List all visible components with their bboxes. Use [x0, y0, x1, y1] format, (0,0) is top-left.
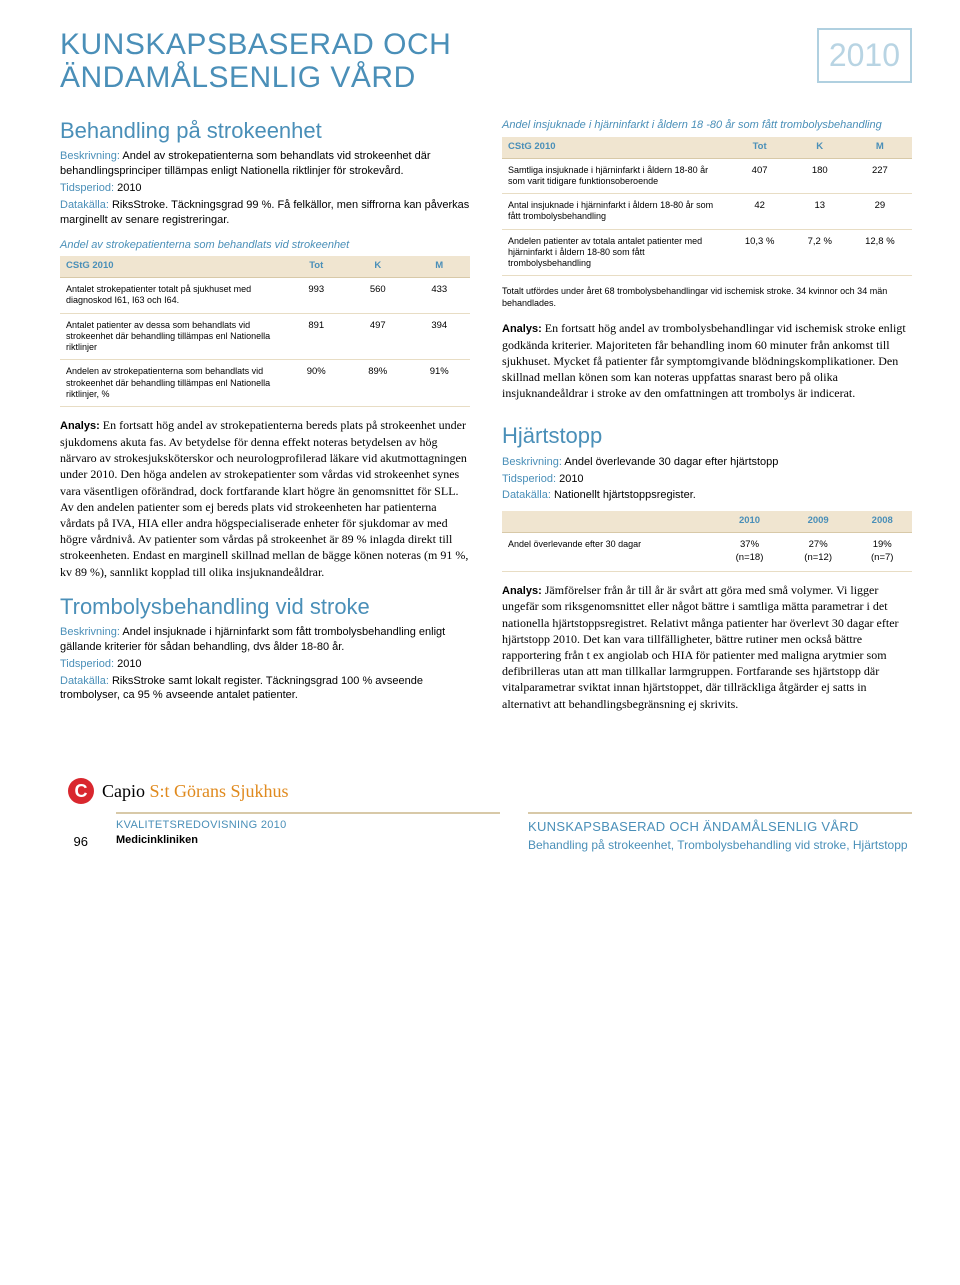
source-hjartstopp: Datakälla: Nationellt hjärtstoppsregiste…: [502, 488, 912, 503]
period-trombolys: Tidsperiod: 2010: [60, 657, 470, 672]
table-row: Andelen av strokepatienterna som behandl…: [60, 360, 470, 407]
table-row: Antal insjuknade i hjärninfarkt i åldern…: [502, 194, 912, 230]
table-row: Samtliga insjuknade i hjärninfarkt i åld…: [502, 158, 912, 194]
year-badge: 2010: [817, 28, 912, 83]
footer-chapter: KUNSKAPSBASERAD OCH ÄNDAMÅLSENLIG VÅRD: [528, 819, 859, 834]
section-heading-trombolys: Trombolysbehandling vid stroke: [60, 594, 470, 619]
hospital-logo: C Capio S:t Görans Sjukhus: [68, 778, 912, 804]
page-title: KUNSKAPSBASERAD OCH ÄNDAMÅLSENLIG VÅRD: [60, 28, 451, 94]
analysis-stroke-unit: Analys: En fortsatt hög andel av strokep…: [60, 417, 470, 580]
footer-topics: Behandling på strokeenhet, Trombolysbeha…: [528, 837, 912, 853]
section-heading-stroke-unit: Behandling på strokeenhet: [60, 118, 470, 143]
table-row: Andelen patienter av totala antalet pati…: [502, 229, 912, 276]
capio-logo-icon: C: [68, 778, 94, 804]
trombolys-note: Totalt utfördes under året 68 trombolysb…: [502, 286, 912, 309]
section-heading-hjartstopp: Hjärtstopp: [502, 423, 912, 448]
hjartstopp-table: 2010 2009 2008 Andel överlevande efter 3…: [502, 511, 912, 571]
trombolys-table: CStG 2010 Tot K M Samtliga insjuknade i …: [502, 137, 912, 277]
footer-clinic: Medicinkliniken: [116, 834, 198, 846]
period-hjartstopp: Tidsperiod: 2010: [502, 472, 912, 487]
page-number: 96: [60, 833, 88, 853]
stroke-unit-table: CStG 2010 Tot K M Antalet strokepatiente…: [60, 256, 470, 407]
table-caption-trombolys: Andel insjuknade i hjärninfarkt i åldern…: [502, 118, 912, 133]
table-caption: Andel av strokepatienterna som behandlat…: [60, 238, 470, 253]
table-row: Antalet patienter av dessa som behandlat…: [60, 313, 470, 360]
period-stroke-unit: Tidsperiod: 2010: [60, 181, 470, 196]
description-hjartstopp: Beskrivning: Andel överlevande 30 dagar …: [502, 455, 912, 470]
source-stroke-unit: Datakälla: RiksStroke. Täckningsgrad 99 …: [60, 198, 470, 228]
table-row: Andel överlevande efter 30 dagar 37% (n=…: [502, 533, 912, 572]
description-stroke-unit: Beskrivning: Andel av strokepatienterna …: [60, 149, 470, 179]
description-trombolys: Beskrivning: Andel insjuknade i hjärninf…: [60, 625, 470, 655]
table-row: Antalet strokepatienter totalt på sjukhu…: [60, 278, 470, 314]
source-trombolys: Datakälla: RiksStroke samt lokalt regist…: [60, 674, 470, 704]
analysis-hjartstopp: Analys: Jämförelser från år till år är s…: [502, 582, 912, 712]
footer-report-title: KVALITETSREDOVISNING 2010: [116, 819, 287, 831]
analysis-trombolys: Analys: En fortsatt hög andel av trombol…: [502, 320, 912, 402]
